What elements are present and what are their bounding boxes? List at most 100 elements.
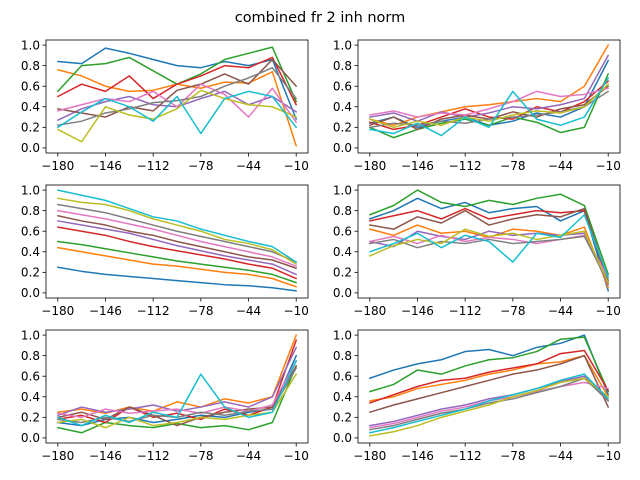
series-group	[57, 189, 297, 292]
series-group	[369, 189, 609, 292]
x-tick-label: −78	[500, 449, 525, 463]
series-line-2	[57, 69, 297, 147]
y-tick-label: 0.4	[333, 390, 352, 404]
series-line-10	[369, 214, 609, 279]
x-tick-label: −146	[89, 159, 122, 173]
y-tick-label: 0.6	[333, 80, 352, 94]
series-line-5	[57, 220, 297, 276]
x-tick-label: −10	[284, 449, 309, 463]
y-tick-label: 1.0	[21, 328, 40, 342]
series-line-2	[369, 354, 609, 402]
y-tick-label: 0.0	[21, 141, 40, 155]
y-tick-label: 0.6	[333, 225, 352, 239]
y-tick-label: 0.2	[21, 121, 40, 135]
y-tick-label: 0.6	[333, 370, 352, 384]
y-tick-label: 0.0	[21, 431, 40, 445]
y-tick-label: 0.2	[333, 266, 352, 280]
y-tick-label: 0.8	[333, 204, 352, 218]
axes-frame	[45, 184, 309, 299]
x-tick-label: −10	[596, 304, 621, 318]
series-line-3	[369, 189, 609, 276]
y-tick-label: 0.6	[21, 370, 40, 384]
subplot-5: −180 −146 −112 −78 −44 −10 0.0 0.2 0.4 0.6 0.8 1.0	[21, 328, 309, 463]
x-tick-label: −44	[548, 159, 573, 173]
x-tick-label: −112	[449, 449, 482, 463]
y-tick-label: 1.0	[333, 183, 352, 197]
y-tick-label: 0.4	[21, 245, 40, 259]
x-tick-label: −44	[236, 449, 261, 463]
x-tick-label: −112	[137, 304, 170, 318]
x-tick-label: −112	[449, 159, 482, 173]
series-line-1	[57, 266, 297, 292]
series-line-4	[369, 207, 609, 284]
series-line-8	[57, 66, 297, 127]
x-tick-label: −146	[401, 304, 434, 318]
figure-title: combined fr 2 inh norm	[235, 10, 406, 26]
subplot-3: −180 −146 −112 −78 −44 −10 0.0 0.2 0.4 0.6 0.8 1.0	[21, 183, 309, 318]
series-line-10	[57, 90, 297, 135]
x-tick-label: −180	[353, 304, 386, 318]
x-tick-label: −44	[548, 304, 573, 318]
y-tick-label: 0.4	[21, 100, 40, 114]
subplot-2: −180 −146 −112 −78 −44 −10 0.0 0.2 0.4 0.6 0.8 1.0	[333, 38, 621, 173]
axes-frame	[45, 329, 309, 444]
series-line-4	[57, 56, 297, 106]
series-line-9	[369, 377, 609, 437]
series-line-6	[369, 354, 609, 413]
x-tick-label: −180	[41, 159, 74, 173]
x-tick-label: −78	[500, 159, 525, 173]
x-tick-label: −10	[596, 159, 621, 173]
y-tick-label: 1.0	[333, 328, 352, 342]
x-tick-label: −112	[137, 449, 170, 463]
series-line-5	[369, 375, 609, 427]
y-tick-label: 0.4	[21, 390, 40, 404]
series-line-9	[369, 228, 609, 284]
series-line-9	[369, 83, 609, 129]
series-line-5	[369, 54, 609, 122]
y-tick-label: 1.0	[21, 183, 40, 197]
series-line-10	[57, 189, 297, 263]
series-line-4	[369, 349, 609, 404]
x-tick-label: −180	[41, 304, 74, 318]
y-tick-label: 0.2	[333, 411, 352, 425]
series-line-8	[369, 377, 609, 431]
y-tick-label: 1.0	[21, 38, 40, 52]
x-tick-label: −112	[137, 159, 170, 173]
axes-frame	[357, 184, 621, 299]
x-tick-label: −146	[401, 449, 434, 463]
x-tick-label: −78	[188, 159, 213, 173]
x-tick-label: −10	[596, 449, 621, 463]
series-line-4	[57, 339, 297, 424]
y-tick-label: 0.0	[333, 286, 352, 300]
x-tick-label: −146	[401, 159, 434, 173]
x-tick-label: −10	[284, 304, 309, 318]
x-tick-label: −44	[236, 159, 261, 173]
axes-frame	[45, 39, 309, 154]
series-line-3	[369, 336, 609, 393]
y-tick-label: 0.4	[333, 100, 352, 114]
x-tick-label: −78	[188, 449, 213, 463]
series-line-1	[369, 197, 609, 292]
series-line-10	[369, 77, 609, 137]
y-tick-label: 0.8	[333, 59, 352, 73]
y-tick-label: 0.0	[21, 286, 40, 300]
y-tick-label: 0.2	[21, 266, 40, 280]
y-tick-label: 0.0	[333, 431, 352, 445]
y-tick-label: 0.8	[333, 349, 352, 363]
series-line-8	[369, 235, 609, 284]
series-group	[369, 44, 609, 139]
y-tick-label: 0.4	[333, 245, 352, 259]
subplot-4: −180 −146 −112 −78 −44 −10 0.0 0.2 0.4 0.6 0.8 1.0	[333, 183, 621, 318]
x-tick-label: −78	[188, 304, 213, 318]
series-line-5	[57, 346, 297, 417]
subplot-1: −180 −146 −112 −78 −44 −10 0.0 0.2 0.4 0.6 0.8 1.0	[21, 38, 309, 173]
series-line-7	[369, 87, 609, 118]
series-group	[369, 334, 609, 437]
series-line-10	[369, 373, 609, 434]
x-tick-label: −44	[548, 449, 573, 463]
x-tick-label: −180	[353, 449, 386, 463]
subplot-6: −180 −146 −112 −78 −44 −10 0.0 0.2 0.4 0.6 0.8 1.0	[333, 328, 621, 463]
series-line-7	[57, 209, 297, 267]
y-tick-label: 0.8	[21, 59, 40, 73]
x-tick-label: −180	[353, 159, 386, 173]
